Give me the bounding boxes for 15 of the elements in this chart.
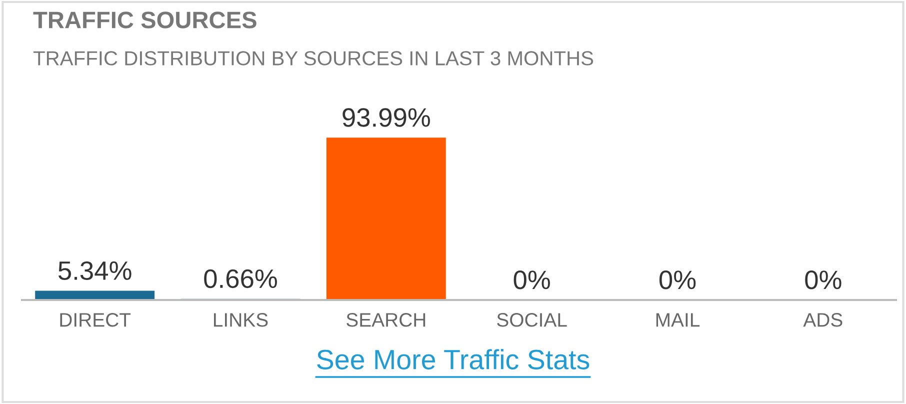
x-tick-label: ADS — [803, 313, 842, 327]
text: See More Traffic Stats — [317, 349, 590, 370]
x-tick-label: SOCIAL — [497, 313, 567, 327]
data-label: 5.34% — [58, 261, 132, 280]
x-tick-label: MAIL — [656, 313, 700, 327]
data-label: 0% — [805, 270, 842, 290]
data-label: 0% — [659, 270, 696, 290]
data-label: 0% — [514, 270, 550, 290]
chart-subtitle: TRAFFIC DISTRIBUTION BY SOURCES IN LAST 3 MONTHS — [33, 51, 594, 66]
x-tick-label: DIRECT — [60, 313, 131, 327]
data-label: 93.99% — [342, 108, 430, 127]
x-tick-label: SEARCH — [346, 313, 426, 327]
chart-title: TRAFFIC SOURCES — [33, 12, 256, 28]
x-tick-label: LINKS — [214, 313, 268, 327]
data-label: 0.66% — [204, 269, 277, 288]
